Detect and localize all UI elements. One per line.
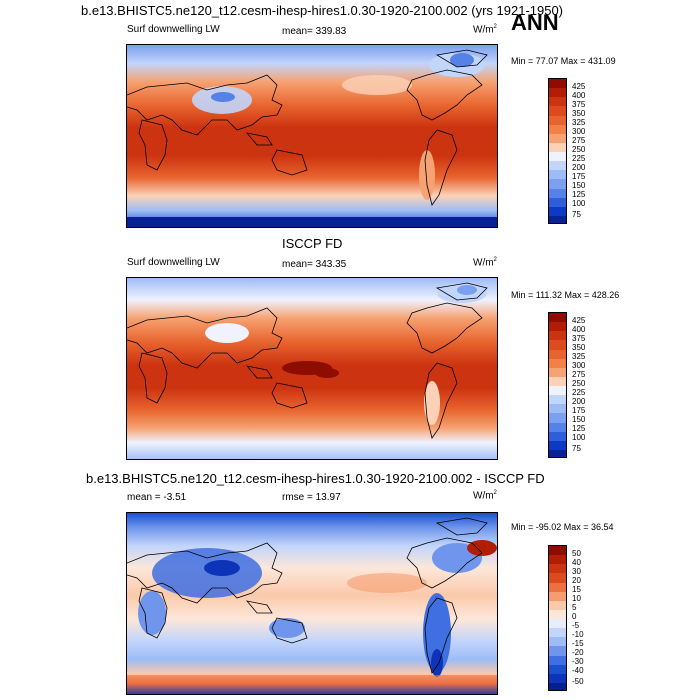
panel3-units: W/m2 (473, 490, 497, 502)
panel2-colorbar-labels: 425 400 375 350 325 300 275 250 225 200 … (572, 312, 612, 458)
cbar-label: 75 (572, 210, 581, 219)
cbar-label: 15 (572, 585, 581, 594)
cbar-label: 425 (572, 82, 586, 91)
cbar-label: 150 (572, 181, 586, 190)
cbar-label: 10 (572, 594, 581, 603)
panel2-section-title: ISCCP FD (282, 236, 343, 251)
panel3-colorbar-labels: 50 40 30 20 15 10 5 0 -5 -10 -15 -20 -30… (572, 545, 612, 691)
panel1-map (126, 44, 498, 228)
panel2-mean: mean= 343.35 (282, 259, 347, 270)
panel3-rmse: rmse = 13.97 (282, 492, 341, 503)
cbar-label: 300 (572, 361, 586, 370)
cbar-label: 275 (572, 136, 586, 145)
cbar-label: 175 (572, 406, 586, 415)
cbar-label: 175 (572, 172, 586, 181)
panel1-field (127, 45, 497, 227)
cbar-label: 225 (572, 388, 586, 397)
panel2-minmax: Min = 111.32 Max = 428.26 (511, 290, 620, 300)
panel2-colorbar (548, 312, 567, 458)
season-label: ANN (511, 10, 559, 35)
cbar-label: 250 (572, 145, 586, 154)
panel3-field (127, 513, 497, 694)
panel2-map (126, 277, 498, 460)
cbar-label: -15 (572, 639, 584, 648)
cbar-label: 200 (572, 163, 586, 172)
panel1-mean: mean= 339.83 (282, 26, 347, 37)
cbar-label: 50 (572, 549, 581, 558)
cbar-label: 400 (572, 91, 586, 100)
cbar-label: 325 (572, 118, 586, 127)
cbar-label: 100 (572, 433, 586, 442)
cbar-label: 350 (572, 343, 586, 352)
cbar-label: 300 (572, 127, 586, 136)
panel2-variable-label: Surf downwelling LW (127, 257, 220, 268)
panel1-units: W/m2 (473, 24, 497, 36)
panel1-colorbar (548, 78, 567, 224)
cbar-label: 20 (572, 576, 581, 585)
panel2-units: W/m2 (473, 257, 497, 269)
panel3-map (126, 512, 498, 695)
panel3-minmax: Min = -95.02 Max = 36.54 (511, 522, 614, 532)
cbar-label: 100 (572, 199, 586, 208)
cbar-label: 350 (572, 109, 586, 118)
figure-title: b.e13.BHISTC5.ne120_t12.cesm-ihesp-hires… (81, 3, 564, 18)
cbar-label: -40 (572, 666, 584, 675)
panel1-variable-label: Surf downwelling LW (127, 24, 220, 35)
cbar-label: -50 (572, 677, 584, 686)
panel2-field (127, 278, 497, 459)
panel3-section-title: b.e13.BHISTC5.ne120_t12.cesm-ihesp-hires… (86, 471, 545, 486)
cbar-label: 30 (572, 567, 581, 576)
cbar-label: 375 (572, 334, 586, 343)
cbar-label: 40 (572, 558, 581, 567)
cbar-label: -5 (572, 621, 580, 630)
cbar-label: -20 (572, 648, 584, 657)
cbar-label: 375 (572, 100, 586, 109)
cbar-label: 0 (572, 612, 577, 621)
cbar-label: 200 (572, 397, 586, 406)
cbar-label: 275 (572, 370, 586, 379)
panel1-colorbar-labels: 425 400 375 350 325 300 275 250 225 200 … (572, 78, 612, 224)
panel3-mean: mean = -3.51 (127, 492, 187, 503)
cbar-label: 425 (572, 316, 586, 325)
cbar-label: 150 (572, 415, 586, 424)
cbar-label: 400 (572, 325, 586, 334)
cbar-label: 75 (572, 444, 581, 453)
cbar-label: -30 (572, 657, 584, 666)
cbar-label: 225 (572, 154, 586, 163)
cbar-label: 325 (572, 352, 586, 361)
panel3-colorbar (548, 545, 567, 691)
panel1-minmax: Min = 77.07 Max = 431.09 (511, 56, 616, 66)
cbar-label: 250 (572, 379, 586, 388)
cbar-label: 5 (572, 603, 577, 612)
cbar-label: -10 (572, 630, 584, 639)
cbar-label: 125 (572, 424, 586, 433)
cbar-label: 125 (572, 190, 586, 199)
